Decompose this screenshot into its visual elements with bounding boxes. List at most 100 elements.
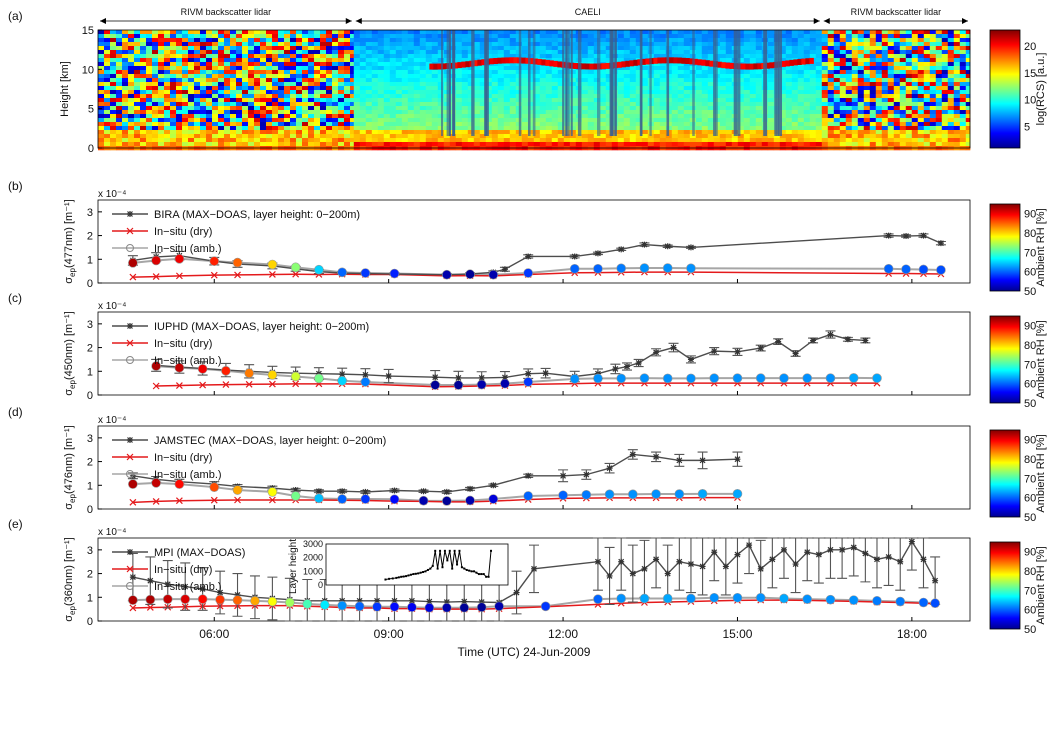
cirrus-cell (573, 63, 578, 69)
heatmap-cell (737, 74, 745, 79)
heatmap-cell (785, 94, 793, 99)
heatmap-cell (296, 34, 303, 39)
series-maxdoas-marker (734, 456, 741, 463)
heatmap-cell (725, 54, 733, 59)
heatmap-cell (941, 50, 949, 55)
heatmap-cell (248, 82, 255, 87)
heatmap-cell (539, 50, 547, 55)
heatmap-cell (218, 106, 225, 111)
heatmap-cell (803, 38, 811, 43)
heatmap-cell (707, 70, 715, 75)
heatmap-cell (479, 94, 487, 99)
heatmap-cell (377, 86, 385, 91)
heatmap-cell (284, 82, 291, 87)
heatmap-cell (617, 94, 625, 99)
heatmap-cell (266, 86, 273, 91)
heatmap-cell (659, 34, 667, 39)
heatmap-cell (353, 110, 361, 115)
heatmap-cell (881, 42, 889, 47)
heatmap-cell (248, 78, 255, 83)
heatmap-cell (857, 86, 865, 91)
heatmap-cell (857, 118, 865, 123)
heatmap-cell (395, 122, 403, 127)
heatmap-cell (485, 110, 493, 115)
cirrus-cell (525, 57, 530, 64)
heatmap-cell (605, 46, 613, 51)
series-maxdoas-line (132, 453, 738, 493)
cirrus-cell (489, 58, 494, 65)
heatmap-cell (695, 138, 703, 143)
heatmap-cell (545, 70, 553, 75)
heatmap-cell (230, 58, 237, 63)
heatmap-cell (701, 42, 709, 47)
heatmap-cell (146, 78, 153, 83)
heatmap-cell (332, 34, 339, 39)
series-amb-marker (639, 263, 650, 273)
heatmap-cell (833, 66, 841, 71)
heatmap-cell (182, 122, 189, 127)
heatmap-cell (218, 114, 225, 119)
heatmap-cell (338, 50, 345, 55)
heatmap-cell (332, 66, 339, 71)
heatmap-cell (371, 118, 379, 123)
heatmap-cell (959, 90, 967, 95)
heatmap-cell (308, 70, 315, 75)
heatmap-cell (821, 70, 829, 75)
heatmap-cell (284, 70, 291, 75)
heatmap-cell (266, 30, 273, 35)
heatmap-cell (116, 94, 123, 99)
heatmap-cell (455, 98, 463, 103)
heatmap-cell (551, 74, 559, 79)
heatmap-cell (827, 74, 835, 79)
heatmap-cell (959, 62, 967, 67)
heatmap-cell (497, 62, 505, 67)
heatmap-cell (617, 42, 625, 47)
heatmap-cell (659, 118, 667, 123)
heatmap-cell (521, 138, 529, 143)
heatmap-cell (965, 98, 971, 103)
heatmap-cell (383, 58, 391, 63)
heatmap-cell (365, 114, 373, 119)
series-maxdoas-marker (844, 336, 851, 343)
heatmap-cell (413, 114, 421, 119)
segment-arrowhead (355, 18, 362, 24)
heatmap-cell (455, 94, 463, 99)
heatmap-cell (647, 138, 655, 143)
cirrus-cell (753, 63, 758, 70)
heatmap-cell (893, 58, 901, 63)
cirrus-cell (793, 59, 798, 66)
heatmap-cell (851, 34, 859, 39)
heatmap-cell (659, 138, 667, 143)
heatmap-cell (503, 142, 511, 147)
heatmap-cell (278, 130, 285, 135)
heatmap (98, 30, 971, 151)
heatmap-cell (857, 66, 865, 71)
heatmap-cell (905, 134, 913, 139)
heatmap-cell (881, 118, 889, 123)
heatmap-cell (491, 34, 499, 39)
heatmap-cell (326, 114, 333, 119)
heatmap-cell (308, 94, 315, 99)
heatmap-cell (332, 82, 339, 87)
heatmap-cell (839, 94, 847, 99)
heatmap-cell (707, 130, 715, 135)
heatmap-cell (833, 38, 841, 43)
heatmap-cell (827, 34, 835, 39)
heatmap-cell (743, 134, 751, 139)
heatmap-cell (320, 86, 327, 91)
heatmap-cell (128, 70, 135, 75)
heatmap-cell (509, 34, 517, 39)
heatmap-cell (296, 70, 303, 75)
heatmap-cell (755, 38, 763, 43)
heatmap-cell (425, 94, 433, 99)
heatmap-cell (797, 122, 805, 127)
heatmap-cell (437, 34, 445, 39)
heatmap-cell (407, 62, 415, 67)
heatmap-cell (911, 102, 919, 107)
heatmap-cell (461, 30, 469, 35)
heatmap-cell (164, 94, 171, 99)
heatmap-cell (332, 74, 339, 79)
series-amb-marker (290, 371, 301, 382)
heatmap-cell (641, 50, 649, 55)
